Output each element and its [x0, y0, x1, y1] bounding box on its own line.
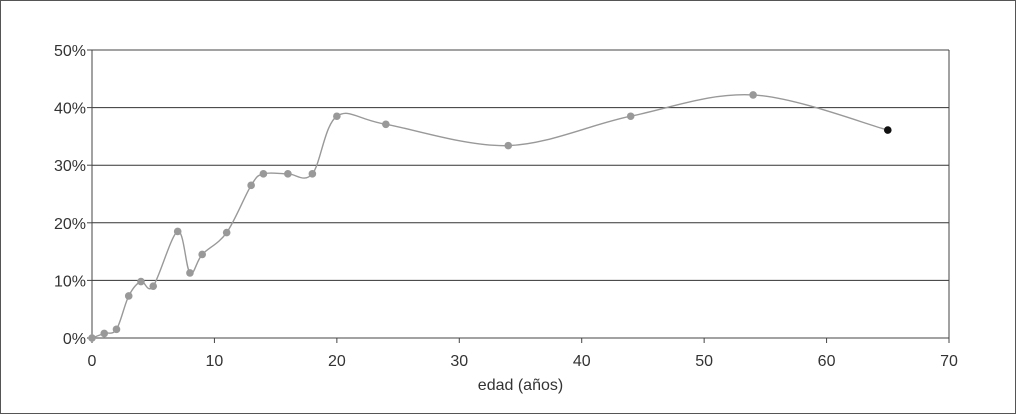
data-point	[382, 120, 390, 129]
y-tick-label: 0%	[63, 331, 86, 348]
data-point	[749, 91, 757, 99]
data-point-highlighted	[883, 126, 892, 134]
x-tick-label: 60	[818, 353, 836, 370]
x-tick-label: 70	[940, 353, 958, 370]
series	[91, 94, 888, 339]
x-tick-label: 40	[573, 353, 591, 370]
axes	[91, 49, 950, 339]
y-tick-label: 10%	[54, 273, 86, 290]
data-point	[247, 181, 255, 190]
y-tick-label: 40%	[54, 101, 86, 118]
x-tick-label: 0	[88, 353, 97, 370]
gridlines	[92, 107, 949, 281]
data-point	[504, 141, 513, 150]
data-point	[124, 292, 133, 300]
x-tick-label: 20	[328, 353, 346, 370]
data-point	[149, 282, 158, 290]
data-point	[112, 325, 121, 334]
series-line-0	[91, 94, 888, 339]
data-point	[333, 112, 341, 121]
x-tick-label: 10	[206, 353, 224, 370]
data-point	[259, 170, 268, 178]
x-tick-label: 30	[450, 353, 468, 370]
data-point	[100, 329, 109, 338]
data-point	[137, 277, 145, 286]
y-tick-label: 50%	[54, 43, 86, 60]
x-axis-label: edad (años)	[478, 377, 563, 394]
x-tick-label: 50	[695, 353, 713, 370]
data-point	[222, 228, 231, 237]
data-point	[88, 334, 96, 342]
data-point	[198, 250, 206, 259]
y-tick-label: 20%	[54, 216, 86, 233]
data-point	[626, 112, 635, 121]
x-tick-labels: 0 10 20 30 40 50 60 70	[88, 338, 958, 370]
y-tick-labels: 0% 10% 20% 30% 40% 50%	[54, 43, 92, 348]
data-point	[284, 170, 292, 178]
data-point	[173, 227, 182, 236]
data-point	[186, 269, 194, 277]
y-tick-label: 30%	[54, 158, 86, 175]
data-points	[88, 91, 892, 342]
data-point	[308, 170, 317, 178]
